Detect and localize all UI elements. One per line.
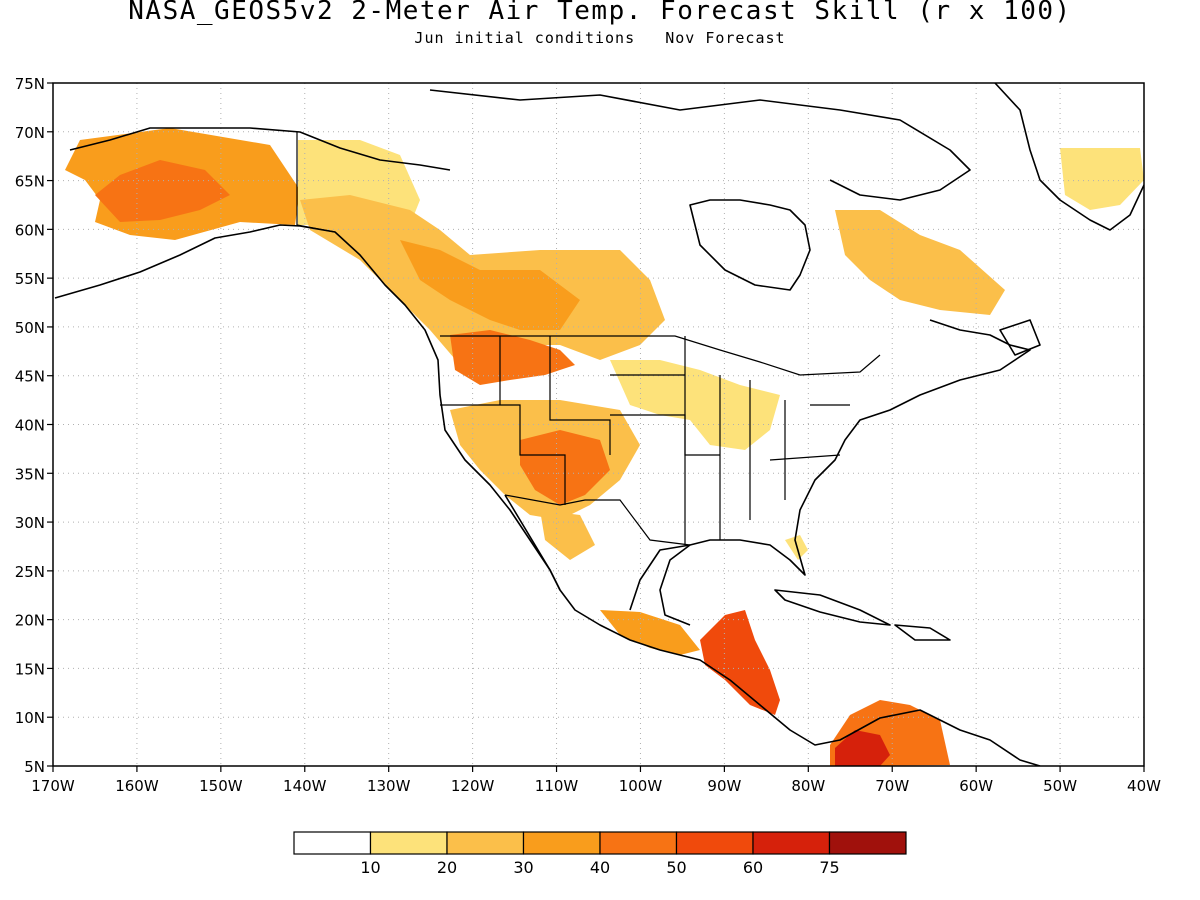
lon-tick-label: 170W bbox=[31, 777, 75, 795]
political-borders bbox=[296, 132, 881, 546]
lon-tick-label: 100W bbox=[619, 777, 663, 795]
alaska-coast bbox=[54, 224, 1041, 766]
alaska-north-coast bbox=[69, 127, 451, 171]
skill-region-bc-prairies-core bbox=[400, 240, 580, 330]
chart-title: NASA_GEOS5v2 2-Meter Air Temp. Forecast … bbox=[128, 0, 1072, 26]
lon-tick-label: 70W bbox=[875, 777, 909, 795]
alaska-canada-border bbox=[296, 132, 336, 233]
hudson-bay-coast bbox=[689, 199, 811, 291]
colorbar-swatch bbox=[446, 831, 525, 855]
longitude-axis: 170W 160W 150W 140W 130W 120W 110W 100W 90W 80W 70… bbox=[31, 766, 1161, 795]
skill-region-central-america bbox=[700, 610, 780, 715]
lat-tick-label: 15N bbox=[15, 660, 45, 678]
east-coast bbox=[659, 319, 1031, 626]
skill-shading-layer bbox=[65, 128, 1144, 766]
skill-region-labrador bbox=[835, 210, 1005, 315]
colorbar-swatch bbox=[752, 831, 831, 855]
lat-tick-label: 40N bbox=[15, 417, 45, 435]
lon-tick-label: 90W bbox=[707, 777, 741, 795]
colorbar-swatch bbox=[293, 831, 372, 855]
lat-tick-label: 50N bbox=[15, 319, 45, 337]
lat-tick-label: 10N bbox=[15, 709, 45, 727]
us-canada-border bbox=[440, 335, 881, 376]
state-lines-east bbox=[684, 336, 850, 545]
lon-tick-label: 150W bbox=[199, 777, 243, 795]
lon-tick-label: 50W bbox=[1043, 777, 1077, 795]
lat-tick-label: 70N bbox=[15, 124, 45, 142]
gulf-coast bbox=[629, 544, 691, 611]
skill-region-mexico-south bbox=[600, 610, 700, 655]
arctic-islands bbox=[429, 89, 971, 201]
colorbar-label: 20 bbox=[437, 858, 457, 877]
lon-tick-label: 160W bbox=[115, 777, 159, 795]
latitude-axis: 5N 10N 15N 20N 25N 30N 35N 40N 45N 50N 55N 60N 65N 70… bbox=[15, 75, 53, 776]
skill-region-colombia-core bbox=[835, 730, 890, 766]
skill-region-alaska-core bbox=[95, 160, 230, 222]
skill-region-northwest-us bbox=[450, 330, 575, 385]
skill-region-baja-mexico bbox=[540, 510, 595, 560]
colorbar-swatch bbox=[828, 831, 907, 855]
hispaniola-coast bbox=[894, 624, 951, 641]
colorbar-label: 30 bbox=[513, 858, 533, 877]
cuba-coast bbox=[774, 589, 891, 626]
lon-tick-label: 120W bbox=[451, 777, 495, 795]
lat-tick-label: 60N bbox=[15, 221, 45, 239]
state-lines-west bbox=[440, 336, 720, 505]
lat-tick-label: 20N bbox=[15, 612, 45, 630]
lon-tick-label: 130W bbox=[367, 777, 411, 795]
colorbar-swatch bbox=[522, 831, 601, 855]
colorbar-swatch bbox=[599, 831, 678, 855]
lon-tick-label: 40W bbox=[1127, 777, 1161, 795]
lat-tick-label: 55N bbox=[15, 270, 45, 288]
newfoundland-coast bbox=[999, 319, 1041, 356]
colorbar: 10 20 30 40 50 60 75 bbox=[293, 831, 907, 877]
us-mexico-border bbox=[504, 494, 691, 546]
lat-tick-label: 30N bbox=[15, 514, 45, 532]
lat-tick-label: 65N bbox=[15, 173, 45, 191]
chart-subtitle: Jun initial conditions Nov Forecast bbox=[414, 29, 786, 47]
colorbar-label: 50 bbox=[666, 858, 686, 877]
greenland-coast bbox=[994, 83, 1144, 231]
lon-tick-label: 140W bbox=[283, 777, 327, 795]
colorbar-label: 60 bbox=[743, 858, 763, 877]
skill-region-greenland-east bbox=[1060, 148, 1144, 210]
map-grid bbox=[53, 83, 1144, 766]
lat-tick-label: 75N bbox=[15, 75, 45, 93]
baja-coast bbox=[504, 494, 561, 591]
lat-tick-label: 5N bbox=[24, 758, 45, 776]
colorbar-label: 75 bbox=[819, 858, 839, 877]
lon-tick-label: 80W bbox=[791, 777, 825, 795]
lon-tick-label: 110W bbox=[535, 777, 579, 795]
skill-region-midwest bbox=[610, 360, 780, 450]
colorbar-label: 40 bbox=[590, 858, 610, 877]
colorbar-swatch bbox=[369, 831, 448, 855]
lon-tick-label: 60W bbox=[959, 777, 993, 795]
colorbar-swatch bbox=[675, 831, 754, 855]
lat-tick-label: 45N bbox=[15, 368, 45, 386]
colorbar-label: 10 bbox=[360, 858, 380, 877]
lat-tick-label: 35N bbox=[15, 465, 45, 483]
lat-tick-label: 25N bbox=[15, 563, 45, 581]
